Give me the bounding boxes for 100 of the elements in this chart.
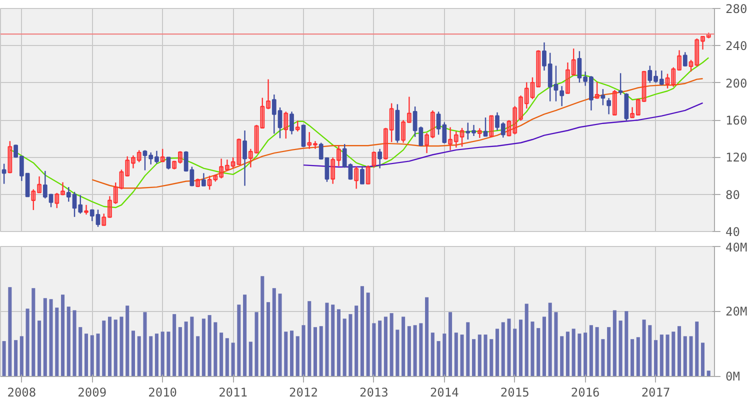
line-series [302,102,704,168]
bar [630,339,634,376]
bar [336,309,340,376]
candlestick [600,88,606,106]
candlestick [682,52,688,67]
bar [131,330,135,376]
bar [672,332,676,376]
candlestick [372,150,376,168]
bar [43,298,47,376]
line-series [9,57,710,208]
x-tick-label: 2014 [430,386,459,399]
y-tick-label: 40 [726,225,740,239]
bar [354,306,358,376]
x-tick-label: 2010 [148,386,178,399]
bar [202,318,206,376]
bar [378,320,382,376]
bar [231,342,235,376]
bar [413,325,417,376]
bar [490,339,494,376]
bar [190,316,194,376]
bar [507,318,511,376]
bar [390,313,394,376]
y-tick-label: 200 [726,76,748,90]
bar [484,334,488,376]
bar [102,320,106,376]
bar [55,308,59,376]
bar [595,327,599,376]
bar [20,336,24,376]
bar [149,336,153,376]
bar [272,288,276,376]
bar [296,336,300,376]
bar [61,294,65,376]
bar [96,334,100,376]
candlestick [612,89,617,116]
bar [501,322,505,376]
bar [184,322,188,376]
bar [254,312,258,376]
bar [237,304,241,376]
bar [243,294,247,376]
y-tick-label: 240 [726,39,748,54]
bar [530,322,534,376]
bar [419,323,423,376]
bar [172,314,176,376]
y-tick-label: 20M [726,304,748,318]
bar [372,323,376,376]
bar [612,310,616,376]
candlestick [378,148,382,169]
bar [126,306,130,376]
bar [636,337,640,376]
x-tick-label: 2011 [218,386,248,399]
bar [313,327,318,376]
x-tick-label: 2009 [78,386,107,399]
bar [518,320,523,376]
bar [566,332,570,376]
bar [331,304,335,376]
bar [560,336,564,376]
bar [32,288,36,376]
bar [284,332,288,376]
bar [572,328,576,376]
bar [666,334,670,376]
bar [642,320,646,376]
bar [208,315,212,376]
candlestick [594,81,600,100]
bar [302,325,306,376]
bar [542,316,546,376]
bar [290,330,294,376]
candlestick [360,165,364,184]
bar [548,302,552,376]
bar [648,325,652,376]
bar [618,320,622,376]
y-tick-label: 120 [726,150,748,165]
candlestick [489,115,494,138]
bar [466,322,470,376]
bar [396,330,400,376]
bar [524,304,528,376]
bar [700,342,705,376]
line-series [92,78,704,189]
bar [78,327,82,376]
bar [278,294,282,376]
bar [402,316,406,376]
candlestick [8,140,12,174]
bar [178,327,182,376]
y-tick-label: 0M [726,370,740,384]
bar [472,339,476,376]
candlestick [477,128,482,139]
bar [160,332,164,376]
candlestick [366,164,370,185]
candlestick [483,116,488,137]
candlestick [160,148,165,162]
bar [624,311,628,376]
bar [589,325,593,376]
bar [366,292,370,376]
bar [448,312,452,376]
bar [554,312,558,376]
bar [460,334,464,376]
y-tick-label: 280 [726,2,748,16]
bar [120,316,124,376]
x-tick-label: 2016 [570,386,600,399]
bar [38,320,42,376]
candlestick [84,204,88,216]
